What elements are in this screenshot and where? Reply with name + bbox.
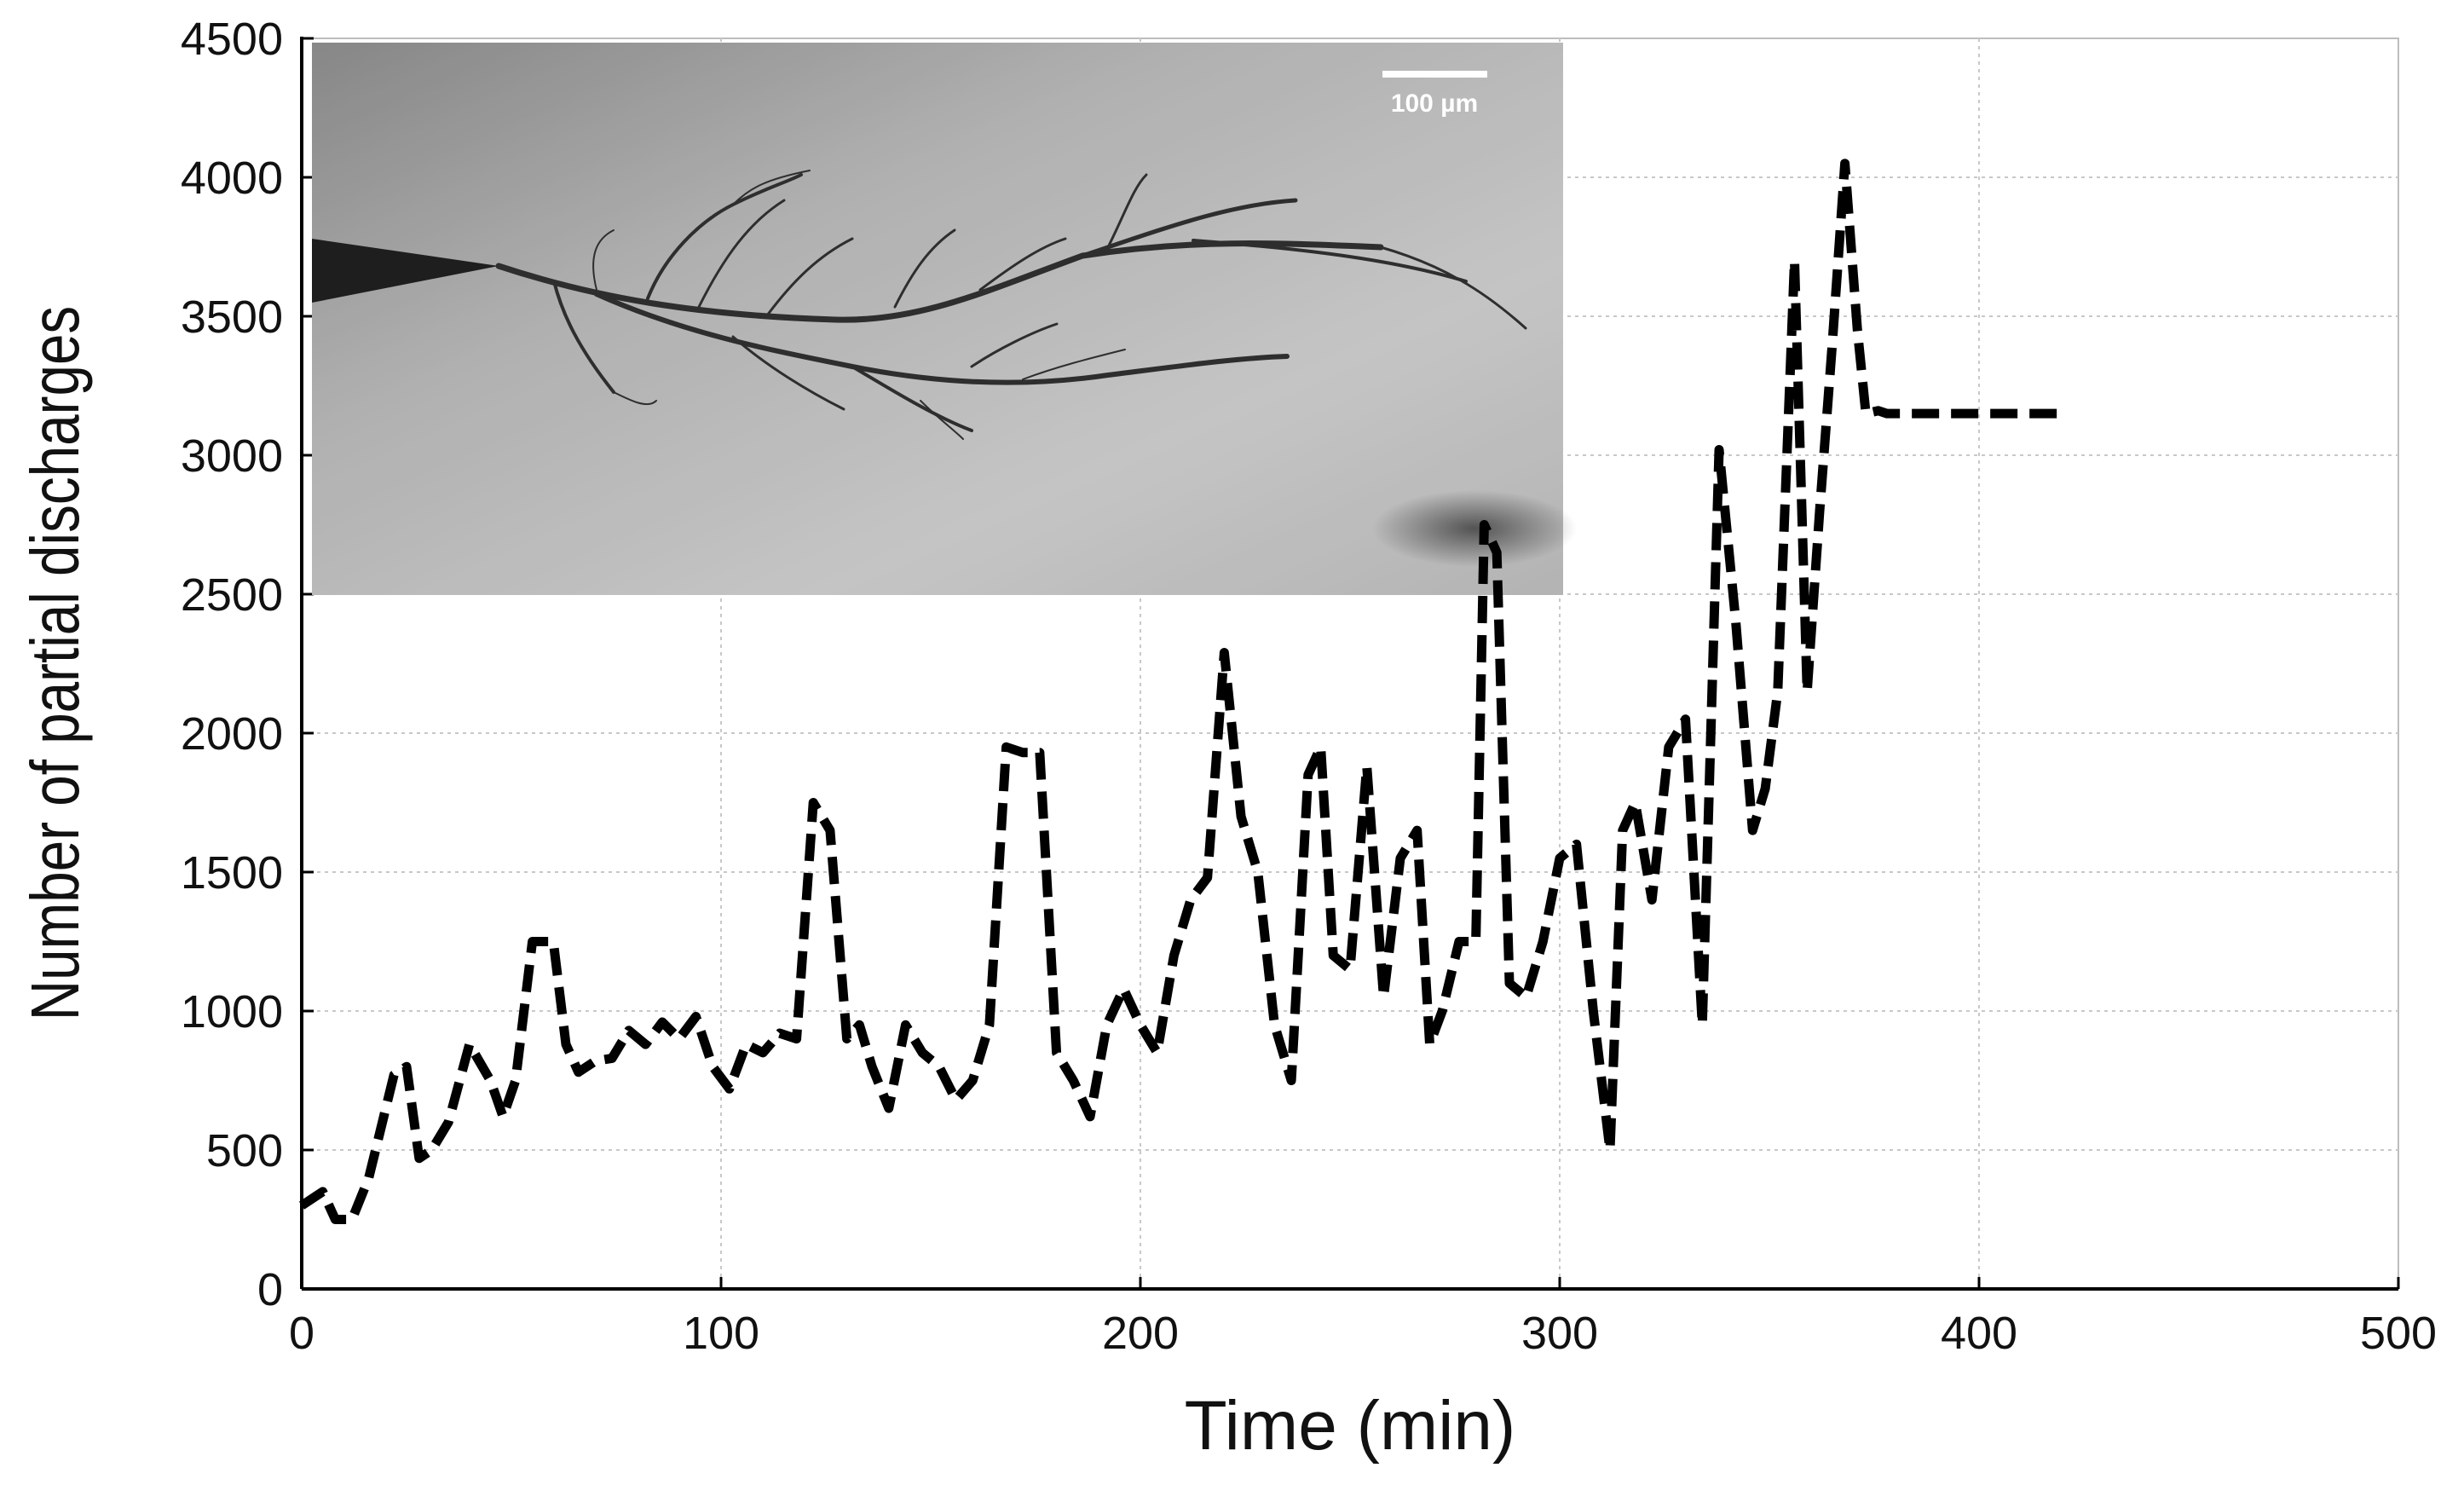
y-tick-label: 1000	[181, 986, 283, 1037]
scale-bar-label: 100 µm	[1391, 90, 1478, 118]
series-line	[298, 159, 2068, 1224]
inset-micrograph: 100 µm	[312, 43, 1577, 595]
y-tick-label: 1500	[181, 847, 283, 899]
x-tick-label: 300	[1521, 1308, 1598, 1359]
x-tick-label: 100	[683, 1308, 759, 1359]
y-tick-label: 4500	[181, 14, 283, 65]
y-tick-label: 2000	[181, 708, 283, 760]
electrical-tree	[495, 170, 1527, 440]
y-tick-label: 0	[257, 1264, 283, 1315]
y-tick-label: 3000	[181, 430, 283, 482]
x-tick-label: 0	[289, 1308, 314, 1359]
x-tick-label: 200	[1102, 1308, 1179, 1359]
axes	[300, 37, 2400, 1291]
y-axis-label: Number of partial discharges	[17, 306, 94, 1020]
x-axis-label: Time (min)	[1185, 1387, 1516, 1465]
y-tick-label: 2500	[181, 569, 283, 621]
needle-electrode	[312, 239, 499, 303]
x-tick-labels: 0 100 200 300 400 500	[289, 1308, 2437, 1359]
y-tick-label: 3500	[181, 292, 283, 343]
x-tick-label: 400	[1941, 1308, 2017, 1359]
y-tick-labels: 0 500 1000 1500 2000 2500 3000 3500 4000 4500	[181, 14, 283, 1315]
y-tick-label: 4000	[181, 153, 283, 204]
y-tick-label: 500	[206, 1125, 283, 1176]
x-tick-label: 500	[2360, 1308, 2437, 1359]
